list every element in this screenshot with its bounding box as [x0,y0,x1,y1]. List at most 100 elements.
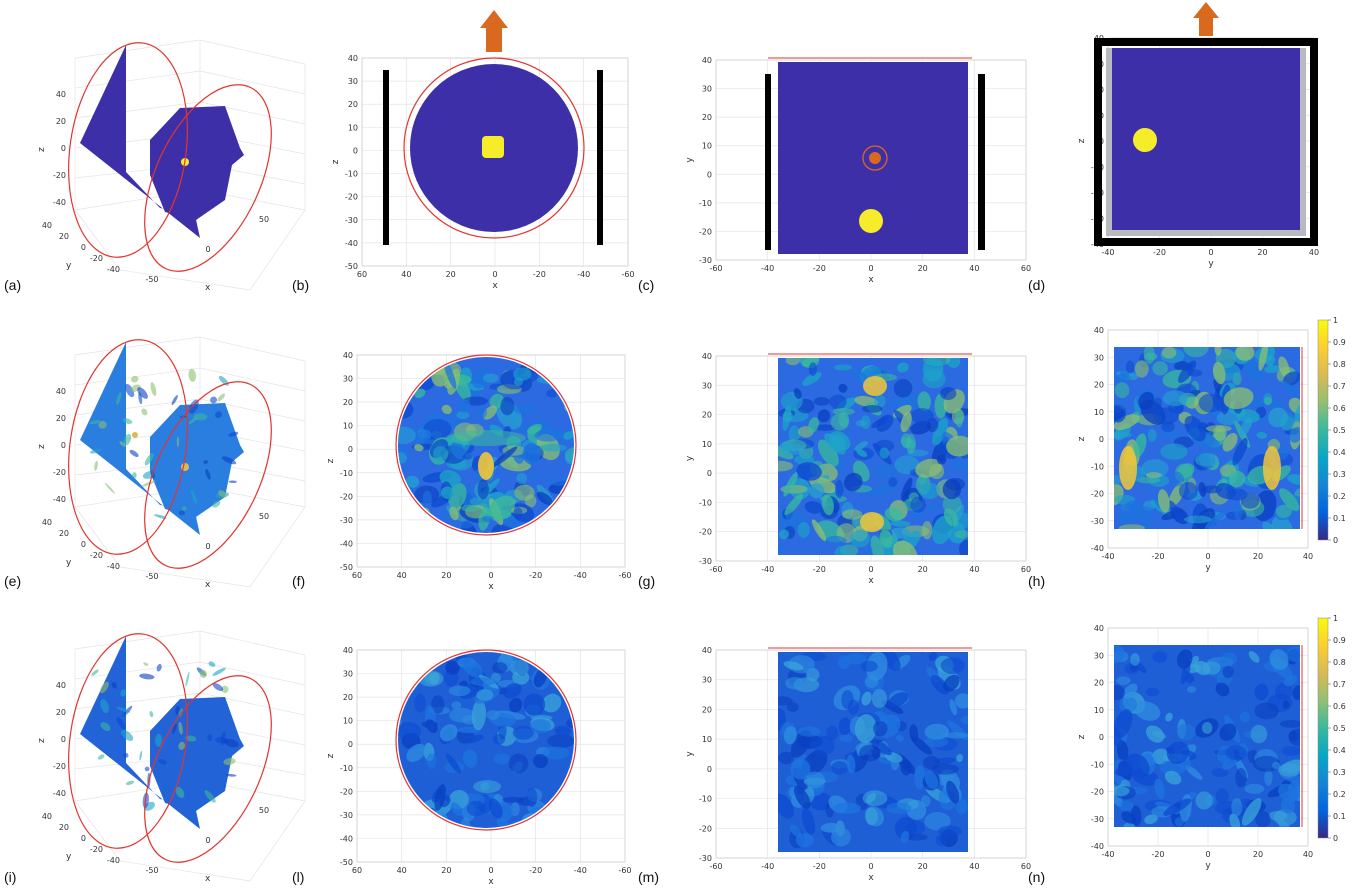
field-blob [536,376,558,384]
field-blob [796,462,822,481]
panel-label: (i) [4,869,16,885]
field-blob [521,813,542,828]
field-blob [1114,405,1125,421]
field-blob [129,449,139,458]
field-blob [205,469,211,480]
field-blob [1138,391,1155,410]
field-blob [821,494,834,516]
field-blob [891,758,900,771]
field-blob [817,409,831,423]
field-blob [1287,474,1300,486]
field-blob [100,681,109,694]
field-blob [932,417,949,446]
field-blob [917,391,931,412]
tick-label: -40 [1101,850,1114,859]
field-blob [1176,649,1193,669]
panel-3d-e: 40 20 0 -20 -40 z 40 20 0 -20 -40 y -50 0 50 x [37,336,306,590]
tick-label: -40 [53,198,66,207]
field-blob [451,701,462,710]
field-blob [422,490,432,507]
field-blob [905,820,926,836]
field-blob [949,699,957,716]
field-blob [1147,428,1157,442]
field-blob [210,396,218,404]
y-axis-label: z [326,753,336,758]
field-blob [398,512,414,533]
colorbar-tick-label: 0.3 [1333,768,1346,777]
field-blob [503,683,522,699]
tick-label: -10 [699,199,712,208]
field-blob [809,483,825,499]
x-axis-label: y [1208,259,1214,269]
field-blob [813,735,835,756]
field-blob [1236,409,1260,423]
field-blob [782,405,792,431]
tick-label: 20 [1253,850,1263,859]
axes-box [715,59,1027,261]
field-blob [509,697,523,713]
field-blob [1162,390,1189,407]
field-blob [441,404,452,415]
field-blob [929,463,945,480]
tick-label: 0 [707,469,712,478]
gridline [199,661,306,686]
x-axis-label: x [868,873,874,883]
field-blob [876,414,894,432]
direction-arrow [480,10,508,52]
field-blob [522,442,541,465]
field-blob [1229,470,1246,488]
field-blob [116,706,131,713]
electrode-left [765,74,771,250]
field-blob [1121,811,1137,824]
field-blob [564,402,574,414]
domain-boundary-outline [144,381,272,569]
tick-label: 20 [59,529,69,538]
field-blob [1288,728,1300,746]
field-blob [141,480,156,487]
tick-label: -50 [145,866,158,875]
field-blob [470,677,497,687]
field-blob [1152,650,1168,663]
y-axis-label: z [331,159,341,164]
gridline [199,70,306,95]
y-axis-label: z [326,458,336,463]
field-blob [850,530,871,548]
field-blob [1280,380,1300,400]
field-blob [950,461,968,472]
field-blob [1145,471,1162,479]
field-blob [854,714,877,744]
field-blob [793,388,802,399]
x-axis-label: y [1205,563,1211,573]
field-blob [914,765,926,790]
tick-label: -10 [340,469,353,478]
field-blob [1187,656,1200,668]
field-blob [900,412,912,433]
box-edge [199,39,306,65]
field-blob [120,729,134,741]
box-edge [74,209,121,271]
x-axis-label: x [205,874,211,884]
field-blob [906,434,916,454]
tick-label: -60 [618,571,631,580]
field-blob [558,357,574,372]
tick-label: -30 [1091,517,1104,526]
field-blob [945,477,966,491]
field-blob [1201,722,1213,734]
slice-volume [150,697,244,811]
field-blob [893,378,913,398]
field-blob [924,736,949,748]
gridline [199,692,306,716]
field-blob [865,807,878,826]
tick-label: -40 [1091,544,1104,553]
tick-label: 20 [59,232,69,241]
field-blob [1282,700,1290,709]
y-axis-label: y [685,455,695,461]
field-blob [489,393,504,409]
field-blob [1212,361,1226,385]
panel-l: 60 40 20 0 -20 -40 -60 40 30 20 10 0 -10 -20 -30 -40 -50… [326,646,632,887]
field-blob [94,460,98,471]
field-blob [221,685,229,693]
tick-label: 0 [492,270,497,279]
field-blob [565,451,574,465]
